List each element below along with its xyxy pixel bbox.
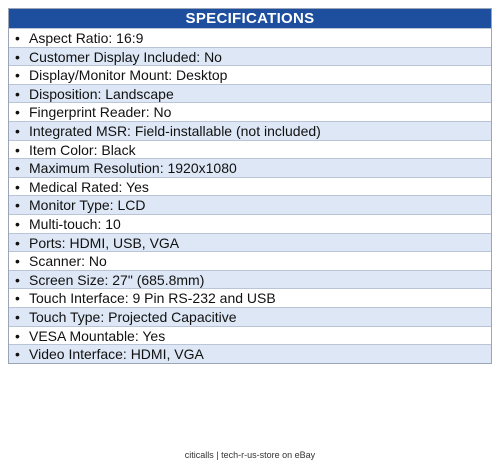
- rows: Aspect Ratio: 16:9Customer Display Inclu…: [9, 28, 491, 363]
- spec-item: Video Interface: HDMI, VGA: [9, 344, 491, 363]
- spec-item: Scanner: No: [9, 251, 491, 270]
- spec-item: Monitor Type: LCD: [9, 195, 491, 214]
- spec-item: Screen Size: 27" (685.8mm): [9, 269, 491, 289]
- spec-item: VESA Mountable: Yes: [9, 325, 491, 345]
- spec-item: Fingerprint Reader: No: [9, 102, 491, 121]
- spec-item: Maximum Resolution: 1920x1080: [9, 158, 491, 177]
- spec-item: Aspect Ratio: 16:9: [9, 28, 491, 47]
- spec-item: Display/Monitor Mount: Desktop: [9, 65, 491, 84]
- spec-item: Item Color: Black: [9, 139, 491, 159]
- spec-item: Multi-touch: 10: [9, 213, 491, 233]
- spec-item: Touch Interface: 9 Pin RS-232 and USB: [9, 288, 491, 307]
- spec-item: Ports: HDMI, USB, VGA: [9, 232, 491, 252]
- spec-item: Customer Display Included: No: [9, 46, 491, 66]
- table-title: SPECIFICATIONS: [9, 9, 491, 28]
- spec-item: Medical Rated: Yes: [9, 176, 491, 196]
- spec-table: SPECIFICATIONS Aspect Ratio: 16:9Custome…: [8, 8, 492, 364]
- spec-item: Disposition: Landscape: [9, 83, 491, 103]
- footer: citicalls | tech-r-us-store on eBay: [184, 450, 316, 460]
- spec-item: Touch Type: Projected Capacitive: [9, 306, 491, 326]
- spec-item: Integrated MSR: Field-installable (not i…: [9, 120, 491, 140]
